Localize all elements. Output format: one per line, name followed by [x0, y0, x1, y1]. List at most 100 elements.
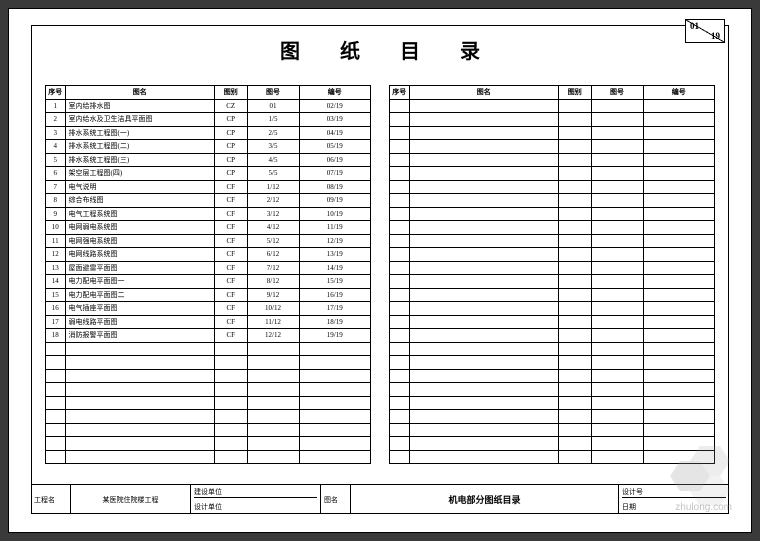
table-row-empty — [390, 450, 715, 464]
table-row: 7电气说明CF1/1208/19 — [46, 180, 371, 194]
sheet-title: 图纸目录 — [9, 35, 751, 64]
table-row-empty — [390, 315, 715, 329]
cell-name: 电气工程系统图 — [65, 207, 215, 221]
col-c: 编号 — [643, 86, 715, 100]
cell-a: CF — [215, 302, 248, 316]
col-b: 图号 — [591, 86, 643, 100]
cell-idx: 12 — [46, 248, 66, 262]
table-row: 4排水系统工程图(二)CP3/505/19 — [46, 140, 371, 154]
cell-a: CP — [215, 126, 248, 140]
table-row: 11电网强电系统图CF5/1212/19 — [46, 234, 371, 248]
cell-c: 16/19 — [299, 288, 371, 302]
table-row-empty — [390, 234, 715, 248]
table-row: 10电网弱电系统图CF4/1211/19 — [46, 221, 371, 235]
cell-a: CP — [215, 113, 248, 127]
table-row-empty — [390, 288, 715, 302]
cell-b: 01 — [247, 99, 299, 113]
table-row-empty — [390, 126, 715, 140]
cell-name: 室内给排水图 — [65, 99, 215, 113]
cell-b: 6/12 — [247, 248, 299, 262]
table-row-empty — [46, 342, 371, 356]
cell-name: 电气插座平面图 — [65, 302, 215, 316]
cell-name: 弱电线路平面图 — [65, 315, 215, 329]
cell-b: 5/5 — [247, 167, 299, 181]
cell-c: 18/19 — [299, 315, 371, 329]
cell-c: 05/19 — [299, 140, 371, 154]
cell-c: 17/19 — [299, 302, 371, 316]
table-row-empty — [390, 423, 715, 437]
cell-b: 12/12 — [247, 329, 299, 343]
cell-a: CF — [215, 221, 248, 235]
cell-a: CP — [215, 140, 248, 154]
table-row-empty — [390, 396, 715, 410]
table-row-empty — [390, 248, 715, 262]
builder-label: 建设单位 — [194, 487, 317, 498]
cell-c: 06/19 — [299, 153, 371, 167]
table-row: 2室内给水及卫生洁具平面图CP1/503/19 — [46, 113, 371, 127]
page-number-box: 01 19 — [685, 19, 725, 43]
table-row-empty — [390, 221, 715, 235]
table-row-empty — [390, 140, 715, 154]
cell-a: CZ — [215, 99, 248, 113]
cell-a: CF — [215, 315, 248, 329]
cell-a: CF — [215, 248, 248, 262]
drawing-sheet: 01 19 图纸目录 序号 图名 图别 图号 编号 1室内给排水图CZ0102/… — [8, 8, 752, 533]
table-row: 5排水系统工程图(三)CP4/506/19 — [46, 153, 371, 167]
col-name: 图名 — [65, 86, 215, 100]
tables-container: 序号 图名 图别 图号 编号 1室内给排水图CZ0102/192室内给水及卫生洁… — [45, 85, 715, 476]
cell-idx: 15 — [46, 288, 66, 302]
cell-idx: 16 — [46, 302, 66, 316]
cell-idx: 3 — [46, 126, 66, 140]
table-row-empty — [390, 207, 715, 221]
table-row: 13屋面避雷平面图CF7/1214/19 — [46, 261, 371, 275]
cell-c: 03/19 — [299, 113, 371, 127]
cell-a: CF — [215, 275, 248, 289]
cell-c: 13/19 — [299, 248, 371, 262]
col-a: 图别 — [559, 86, 592, 100]
cell-idx: 8 — [46, 194, 66, 208]
cell-idx: 11 — [46, 234, 66, 248]
table-row: 1室内给排水图CZ0102/19 — [46, 99, 371, 113]
cell-b: 3/5 — [247, 140, 299, 154]
cell-c: 14/19 — [299, 261, 371, 275]
cell-c: 12/19 — [299, 234, 371, 248]
cell-name: 电力配电平面图一 — [65, 275, 215, 289]
cell-name: 架空层工程图(四) — [65, 167, 215, 181]
table-row: 18消防报警平面图CF12/1219/19 — [46, 329, 371, 343]
cell-idx: 4 — [46, 140, 66, 154]
cell-a: CF — [215, 261, 248, 275]
cell-b: 11/12 — [247, 315, 299, 329]
cell-b: 1/12 — [247, 180, 299, 194]
project-label: 工程名 — [31, 485, 71, 514]
cell-idx: 17 — [46, 315, 66, 329]
cell-idx: 2 — [46, 113, 66, 127]
design-no-label: 设计号 — [622, 487, 726, 498]
cell-c: 07/19 — [299, 167, 371, 181]
cell-a: CP — [215, 153, 248, 167]
cell-idx: 5 — [46, 153, 66, 167]
table-row-empty — [46, 437, 371, 451]
cell-idx: 14 — [46, 275, 66, 289]
cell-name: 综合布线图 — [65, 194, 215, 208]
cell-name: 屋面避雷平面图 — [65, 261, 215, 275]
table-row-empty — [390, 99, 715, 113]
cell-name: 电力配电平面图二 — [65, 288, 215, 302]
col-idx: 序号 — [46, 86, 66, 100]
table-row-empty — [390, 383, 715, 397]
title-block: 工程名 某医院住院楼工程 建设单位 设计单位 图名 机电部分图纸目录 设计号 日… — [31, 484, 729, 514]
col-idx: 序号 — [390, 86, 410, 100]
cell-c: 15/19 — [299, 275, 371, 289]
cell-name: 电网强电系统图 — [65, 234, 215, 248]
cell-idx: 1 — [46, 99, 66, 113]
design-info: 建设单位 设计单位 — [191, 485, 321, 514]
cell-c: 19/19 — [299, 329, 371, 343]
designer-label: 设计单位 — [194, 502, 317, 512]
cell-idx: 9 — [46, 207, 66, 221]
page-current: 01 — [690, 21, 699, 31]
cell-a: CF — [215, 207, 248, 221]
right-table-wrap: 序号 图名 图别 图号 编号 — [389, 85, 715, 476]
cell-c: 10/19 — [299, 207, 371, 221]
sheet-subtitle: 机电部分图纸目录 — [351, 485, 619, 514]
cell-idx: 10 — [46, 221, 66, 235]
cell-name: 电网线路系统图 — [65, 248, 215, 262]
